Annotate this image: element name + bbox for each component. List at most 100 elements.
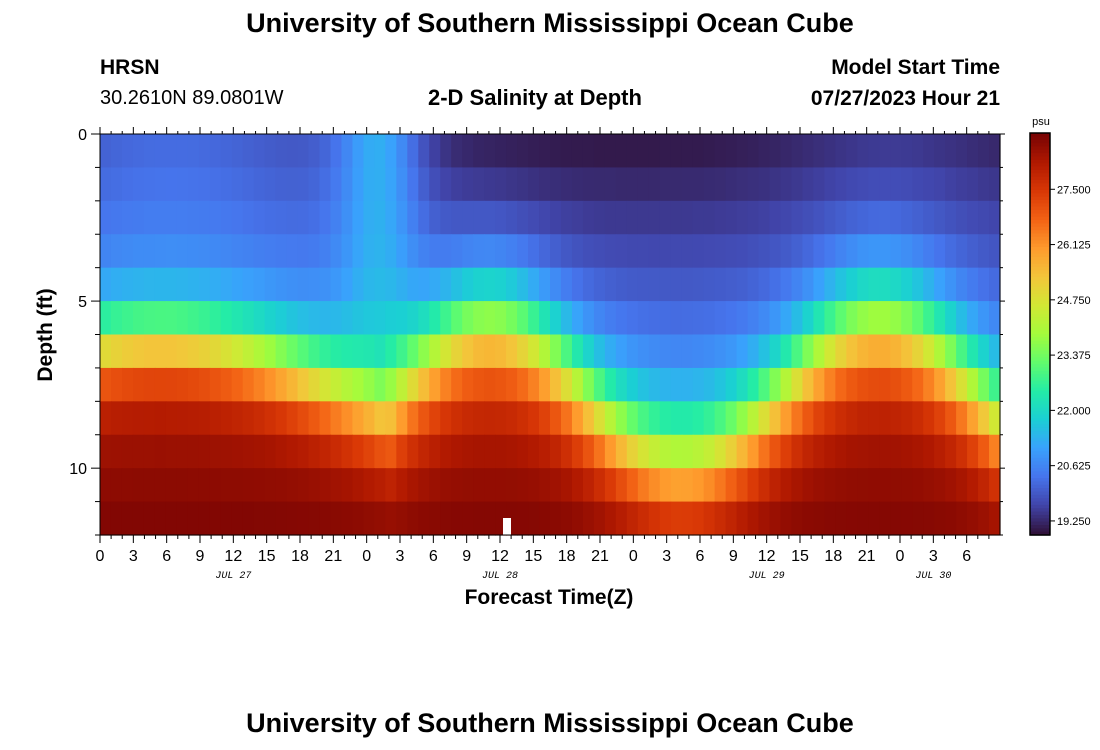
- colorbar-swatch: [1030, 397, 1050, 402]
- heatmap-cell: [319, 200, 332, 235]
- x-tick-label: 15: [524, 548, 542, 565]
- heatmap-cell: [802, 468, 815, 503]
- heatmap-cell: [560, 301, 573, 336]
- heatmap-cell: [659, 234, 672, 269]
- heatmap-cell: [681, 301, 694, 336]
- heatmap-cell: [846, 334, 858, 369]
- heatmap-cell: [560, 367, 573, 402]
- heatmap-cell: [780, 401, 793, 436]
- colorbar-swatch: [1030, 243, 1050, 248]
- heatmap-cell: [835, 134, 847, 169]
- heatmap-cell: [670, 234, 683, 269]
- heatmap-cell: [560, 234, 573, 269]
- heatmap-cell: [308, 468, 321, 503]
- heatmap-cell: [769, 301, 782, 336]
- heatmap-cell: [374, 434, 386, 469]
- heatmap-cell: [703, 167, 716, 202]
- heatmap-cell: [945, 367, 957, 402]
- heatmap-cell: [110, 468, 123, 503]
- heatmap-cell: [341, 501, 354, 536]
- heatmap-cell: [703, 267, 716, 302]
- heatmap-cell: [648, 234, 661, 269]
- colorbar-swatch: [1030, 444, 1050, 449]
- heatmap-cell: [934, 234, 946, 269]
- colorbar-swatch: [1030, 471, 1050, 476]
- heatmap-cell: [473, 367, 485, 402]
- heatmap-cell: [506, 401, 518, 436]
- heatmap-cell: [857, 234, 869, 269]
- heatmap-cell: [714, 234, 727, 269]
- heatmap-cell: [308, 434, 321, 469]
- heatmap-cell: [824, 401, 836, 436]
- colorbar-swatch: [1030, 367, 1050, 372]
- colorbar-swatch: [1030, 424, 1050, 429]
- heatmap-cell: [934, 367, 946, 402]
- heatmap-cell: [462, 468, 474, 503]
- heatmap-cell: [220, 267, 233, 302]
- y-tick-label: 0: [78, 127, 87, 144]
- heatmap-cell: [187, 468, 200, 503]
- heatmap-cell: [319, 434, 332, 469]
- heatmap-cell: [462, 134, 474, 169]
- heatmap-cell: [165, 267, 178, 302]
- heatmap-cell: [253, 401, 266, 436]
- heatmap-cell: [868, 301, 880, 336]
- heatmap-cell: [681, 200, 694, 235]
- heatmap-cell: [582, 434, 595, 469]
- heatmap-cell: [978, 167, 990, 202]
- heatmap-cell: [791, 200, 804, 235]
- heatmap-cell: [747, 301, 760, 336]
- heatmap-cell: [209, 167, 222, 202]
- heatmap-cell: [681, 367, 694, 402]
- heatmap-cell: [725, 200, 738, 235]
- heatmap-cell: [736, 301, 749, 336]
- heatmap-cell: [484, 501, 496, 536]
- heatmap-cell: [176, 468, 189, 503]
- heatmap-cell: [275, 200, 288, 235]
- heatmap-cell: [231, 301, 244, 336]
- heatmap-cell: [100, 501, 112, 536]
- heatmap-cell: [824, 167, 836, 202]
- heatmap-cell: [517, 401, 529, 436]
- colorbar-swatch: [1030, 384, 1050, 389]
- colorbar-swatch: [1030, 340, 1050, 345]
- heatmap-cell: [769, 234, 782, 269]
- heatmap-cell: [374, 301, 386, 336]
- heatmap-cell: [780, 468, 793, 503]
- heatmap-cell: [341, 301, 354, 336]
- heatmap-cell: [637, 434, 650, 469]
- heatmap-cell: [747, 267, 760, 302]
- heatmap-cell: [879, 468, 891, 503]
- heatmap-cell: [604, 501, 617, 536]
- heatmap-cell: [791, 267, 804, 302]
- heatmap-cell: [418, 401, 430, 436]
- heatmap-cell: [198, 167, 211, 202]
- heatmap-cell: [297, 434, 310, 469]
- heatmap-cell: [659, 468, 672, 503]
- colorbar-swatch: [1030, 320, 1050, 325]
- heatmap-cell: [978, 301, 990, 336]
- heatmap-cell: [495, 367, 507, 402]
- x-tick-label: 12: [491, 548, 509, 565]
- heatmap-cell: [615, 301, 628, 336]
- heatmap-cell: [934, 200, 946, 235]
- heatmap-cell: [593, 200, 606, 235]
- heatmap-cell: [648, 334, 661, 369]
- heatmap-cell: [242, 501, 255, 536]
- heatmap-cell: [989, 367, 1001, 402]
- heatmap-cell: [626, 234, 639, 269]
- heatmap-cell: [385, 334, 397, 369]
- heatmap-cell: [286, 468, 299, 503]
- heatmap-cell: [308, 301, 321, 336]
- heatmap-cell: [571, 200, 584, 235]
- colorbar-swatch: [1030, 521, 1050, 526]
- heatmap-cell: [209, 200, 222, 235]
- heatmap-cell: [275, 367, 288, 402]
- heatmap-cell: [242, 334, 255, 369]
- colorbar-swatch: [1030, 183, 1050, 188]
- heatmap-cell: [363, 501, 375, 536]
- heatmap-cell: [429, 200, 441, 235]
- heatmap-cell: [978, 234, 990, 269]
- heatmap-cell: [956, 401, 968, 436]
- x-tick-label: 6: [962, 548, 971, 565]
